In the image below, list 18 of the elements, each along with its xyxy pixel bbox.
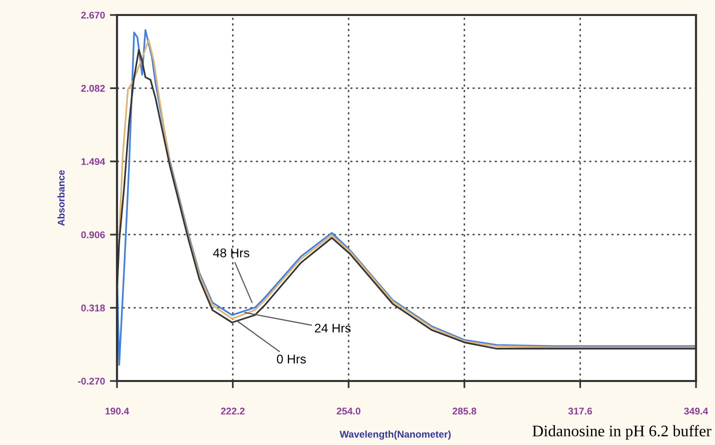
x-axis-title: Wavelength(Nanometer) (340, 430, 451, 440)
annotation: 24 Hrs (314, 324, 351, 333)
x-tick-label: 349.4 (684, 408, 708, 415)
y-tick-label: 2.082 (81, 84, 105, 92)
x-tick-label: 222.2 (220, 408, 245, 414)
y-tick-label: 2.670 (81, 12, 105, 19)
y-tick-label: 0.906 (81, 231, 105, 238)
y-axis-title: Absorbance (57, 170, 65, 226)
x-tick-label: 190.4 (105, 408, 130, 415)
x-tick-label: 285.8 (452, 408, 476, 415)
y-tick-label: 0.318 (81, 304, 105, 312)
x-tick-label: 254.0 (336, 408, 360, 415)
y-tick-label: -0.270 (78, 378, 105, 385)
x-tick-label: 317.6 (568, 408, 592, 415)
text: Didanosine in pH 6.2 buffer (532, 425, 712, 440)
annotation: 48 Hrs (213, 248, 250, 258)
y-tick-label: 1.494 (81, 158, 106, 166)
annotation: 0 Hrs (276, 354, 306, 364)
